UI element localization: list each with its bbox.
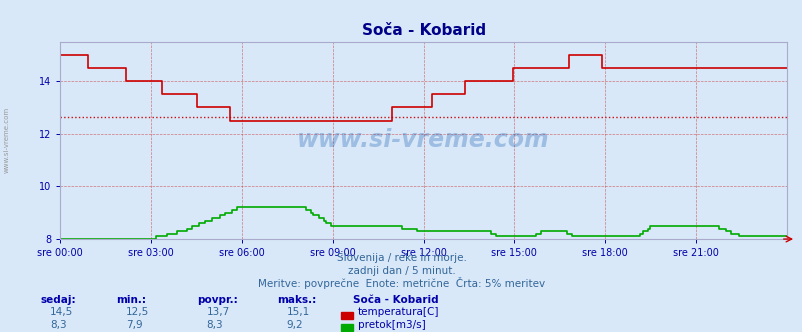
- Text: 15,1: 15,1: [286, 307, 310, 317]
- Text: 12,5: 12,5: [126, 307, 149, 317]
- Text: 8,3: 8,3: [206, 320, 223, 330]
- Text: min.:: min.:: [116, 295, 146, 305]
- Text: 8,3: 8,3: [50, 320, 67, 330]
- Text: Slovenija / reke in morje.: Slovenija / reke in morje.: [336, 253, 466, 263]
- Text: www.si-vreme.com: www.si-vreme.com: [3, 106, 9, 173]
- Text: www.si-vreme.com: www.si-vreme.com: [297, 128, 549, 152]
- Text: Soča - Kobarid: Soča - Kobarid: [353, 295, 439, 305]
- Text: pretok[m3/s]: pretok[m3/s]: [358, 320, 425, 330]
- Text: 7,9: 7,9: [126, 320, 143, 330]
- Text: 14,5: 14,5: [50, 307, 73, 317]
- Text: 9,2: 9,2: [286, 320, 303, 330]
- Text: zadnji dan / 5 minut.: zadnji dan / 5 minut.: [347, 266, 455, 276]
- Text: 13,7: 13,7: [206, 307, 229, 317]
- Text: sedaj:: sedaj:: [40, 295, 75, 305]
- Title: Soča - Kobarid: Soča - Kobarid: [361, 23, 485, 38]
- Text: povpr.:: povpr.:: [196, 295, 237, 305]
- Text: temperatura[C]: temperatura[C]: [358, 307, 439, 317]
- Text: maks.:: maks.:: [277, 295, 316, 305]
- Text: Meritve: povprečne  Enote: metrične  Črta: 5% meritev: Meritve: povprečne Enote: metrične Črta:…: [257, 277, 545, 289]
